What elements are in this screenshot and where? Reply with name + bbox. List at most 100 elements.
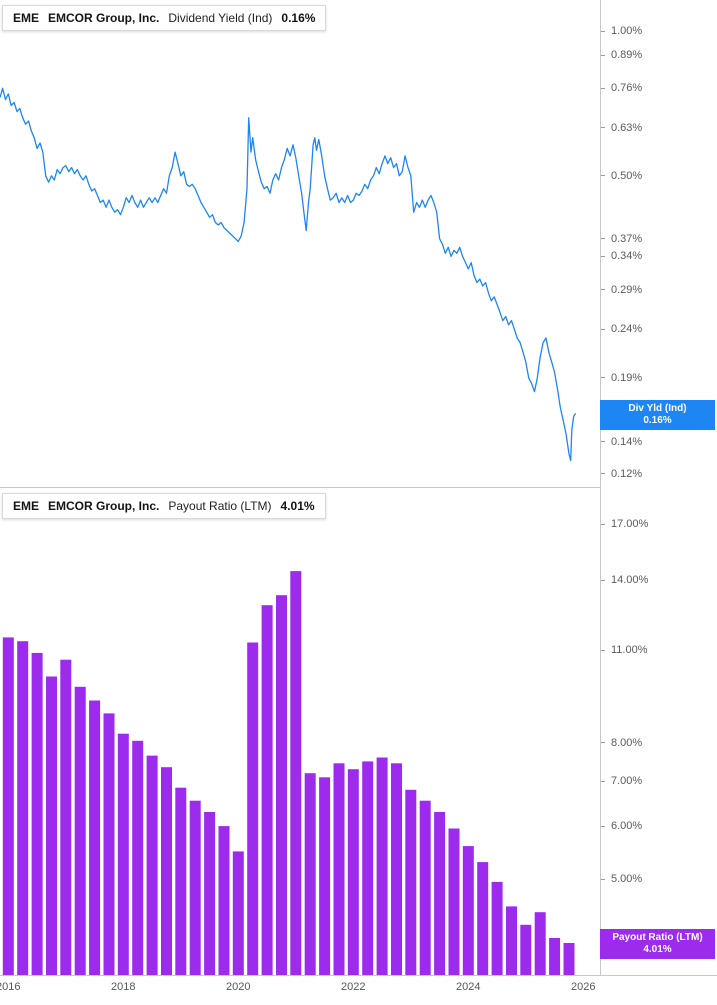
dividend-yield-line	[0, 87, 576, 462]
payout-bar[interactable]	[103, 713, 115, 975]
dividend-yield-axis-tick-label: 0.24%	[601, 323, 642, 335]
top-legend-company: EMCOR Group, Inc.	[48, 11, 160, 25]
payout-bar[interactable]	[60, 659, 72, 975]
bottom-legend-company: EMCOR Group, Inc.	[48, 499, 160, 513]
payout-bar[interactable]	[347, 769, 359, 975]
payout-bar[interactable]	[549, 938, 561, 975]
tick-mark	[601, 825, 605, 827]
payout-bar[interactable]	[477, 862, 489, 975]
tick-mark	[601, 87, 605, 89]
tick-mark	[601, 780, 605, 782]
payout-bar[interactable]	[391, 763, 402, 975]
tick-mark	[601, 127, 605, 128]
bottom-legend-value: 4.01%	[280, 499, 315, 513]
dividend-yield-axis-tick-label: 0.76%	[601, 82, 642, 94]
badge-bot-label: Payout Ratio (LTM)	[612, 932, 703, 943]
payout-bar[interactable]	[89, 700, 101, 976]
payout-bar[interactable]	[290, 571, 302, 975]
dividend-yield-axis-tick-label: 0.12%	[601, 468, 642, 480]
dividend-yield-axis-tick-label: 0.37%	[601, 233, 642, 245]
payout-ratio-axis-tick-label: 14.00%	[601, 574, 648, 586]
dividend-yield-axis-tick-label: 0.63%	[601, 122, 642, 134]
payout-bar[interactable]	[247, 642, 259, 976]
payout-bar[interactable]	[204, 812, 216, 975]
payout-bar[interactable]	[434, 812, 446, 975]
badge-bot-value: 4.01%	[643, 944, 672, 955]
payout-ratio-axis-tick-label: 6.00%	[601, 820, 642, 832]
top-legend-ticker: EME	[13, 11, 40, 25]
payout-bar[interactable]	[31, 652, 43, 975]
payout-bar[interactable]	[189, 800, 201, 975]
payout-ratio-last-value-badge: Payout Ratio (LTM) 4.01%	[600, 929, 715, 959]
payout-bar[interactable]	[46, 676, 57, 976]
tick-mark	[601, 328, 605, 330]
payout-bar[interactable]	[319, 777, 331, 975]
top-legend-value: 0.16%	[281, 11, 316, 25]
payout-bar[interactable]	[2, 637, 14, 975]
payout-ratio-chart-area[interactable]	[0, 487, 600, 975]
year-label-2024: 2024	[456, 981, 481, 993]
tick-mark	[601, 54, 605, 56]
payout-bar[interactable]	[261, 605, 273, 975]
payout-ratio-axis-tick-label: 11.00%	[601, 644, 648, 656]
tick-mark	[601, 878, 605, 880]
payout-bar[interactable]	[333, 763, 345, 975]
tick-mark	[601, 523, 605, 525]
payout-bar[interactable]	[74, 686, 86, 975]
year-label-2018: 2018	[111, 981, 136, 993]
year-label-2016: 2016	[0, 981, 21, 993]
payout-ratio-axis-tick-label: 17.00%	[601, 518, 648, 530]
year-label-2020: 2020	[226, 981, 251, 993]
dividend-yield-axis-tick-label: 0.34%	[601, 250, 642, 262]
payout-bar[interactable]	[405, 789, 417, 975]
payout-bar[interactable]	[161, 767, 172, 975]
payout-ratio-axis-tick-label: 8.00%	[601, 737, 642, 749]
payout-bar[interactable]	[117, 733, 129, 975]
payout-ratio-axis-tick-label: 5.00%	[601, 873, 642, 885]
payout-ratio-bars	[2, 571, 575, 976]
payout-bar[interactable]	[376, 757, 388, 976]
dividend-yield-last-value-badge: Div Yld (Ind) 0.16%	[600, 399, 715, 430]
tick-mark	[601, 255, 605, 257]
payout-bar[interactable]	[232, 851, 244, 975]
tick-mark	[601, 175, 605, 177]
bottom-legend-ticker: EME	[13, 499, 40, 513]
tick-mark	[601, 649, 605, 651]
payout-bar[interactable]	[276, 595, 287, 975]
payout-bar[interactable]	[419, 800, 431, 975]
payout-bar[interactable]	[17, 641, 29, 975]
dividend-yield-axis-tick-label: 1.00%	[601, 25, 642, 37]
tick-mark	[601, 742, 605, 744]
tick-mark	[601, 289, 605, 291]
dividend-yield-axis-tick-label: 0.29%	[601, 284, 642, 296]
payout-bar[interactable]	[534, 912, 546, 975]
tick-mark	[601, 377, 605, 379]
right-price-axis: Div Yld (Ind) 0.16% Payout Ratio (LTM) 4…	[600, 0, 717, 975]
year-label-2022: 2022	[341, 981, 366, 993]
payout-bar[interactable]	[563, 943, 575, 975]
payout-bar[interactable]	[462, 846, 474, 975]
top-legend-metric: Dividend Yield (Ind)	[168, 11, 273, 25]
badge-top-value: 0.16%	[643, 414, 672, 426]
badge-top-label: Div Yld (Ind)	[628, 402, 687, 414]
top-chart-legend[interactable]: EME EMCOR Group, Inc. Dividend Yield (In…	[2, 5, 327, 31]
tick-mark	[601, 579, 605, 581]
payout-bar[interactable]	[520, 924, 532, 975]
payout-bar[interactable]	[218, 826, 230, 975]
bottom-chart-legend[interactable]: EME EMCOR Group, Inc. Payout Ratio (LTM)…	[2, 493, 326, 519]
payout-bar[interactable]	[146, 755, 158, 975]
payout-bar[interactable]	[491, 881, 503, 975]
payout-bar[interactable]	[304, 773, 316, 975]
payout-bar[interactable]	[506, 906, 517, 975]
dividend-yield-axis-tick-label: 0.19%	[601, 372, 642, 384]
dividend-yield-axis-tick-label: 0.89%	[601, 49, 642, 61]
payout-bar[interactable]	[448, 828, 460, 976]
dividend-yield-axis-tick-label: 0.50%	[601, 170, 642, 182]
payout-bar[interactable]	[175, 787, 187, 975]
payout-bar[interactable]	[362, 761, 374, 975]
tick-mark	[601, 30, 605, 32]
chart-divider	[0, 487, 601, 488]
bottom-legend-metric: Payout Ratio (LTM)	[168, 499, 272, 513]
dividend-yield-chart-area[interactable]	[0, 0, 600, 487]
payout-bar[interactable]	[132, 740, 144, 975]
